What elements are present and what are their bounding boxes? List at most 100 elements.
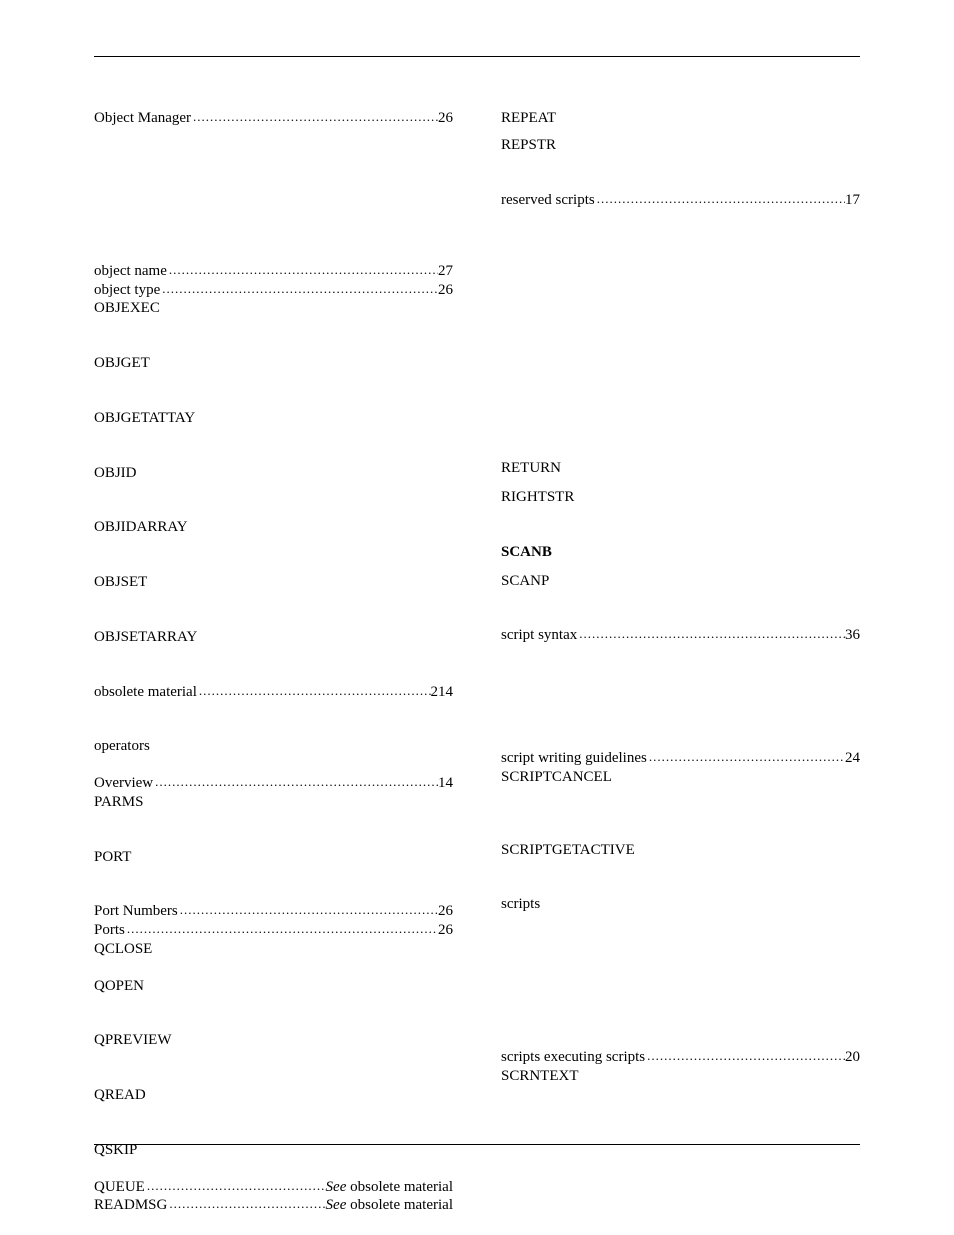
entry-label: object name <box>94 262 167 281</box>
entry-label: SCRIPTGETACTIVE <box>501 841 635 860</box>
index-entry: Overview 14 <box>94 774 453 793</box>
index-entry: OBJGETATTAY <box>94 409 453 428</box>
index-entry: READMSG See obsolete material <box>94 1196 453 1215</box>
index-entry: SCRIPTGETACTIVE <box>501 841 860 860</box>
right-column: REPEAT REPSTR reserved scripts 17 RETURN… <box>501 109 860 1215</box>
index-entry: Port Numbers 26 <box>94 902 453 921</box>
entry-label: script syntax <box>501 626 577 645</box>
entry-label: QOPEN <box>94 977 144 996</box>
index-entry: QCLOSE <box>94 940 453 959</box>
leader-dots <box>197 683 431 699</box>
entry-label: SCANP <box>501 572 549 591</box>
index-entry: SCRIPTCANCEL <box>501 768 860 787</box>
index-entry: SCANB <box>501 543 860 562</box>
entry-label: SCRIPTCANCEL <box>501 768 612 787</box>
entry-page: 17 <box>845 191 860 210</box>
leader-dots <box>153 774 438 790</box>
index-entry: QPREVIEW <box>94 1031 453 1050</box>
index-entry: OBJSET <box>94 573 453 592</box>
entry-label: QCLOSE <box>94 940 152 959</box>
index-entry: Object Manager 26 <box>94 109 453 128</box>
index-entry: scripts <box>501 895 860 914</box>
entry-label: OBJGET <box>94 354 150 373</box>
entry-label: Overview <box>94 774 153 793</box>
entry-label: SCRNTEXT <box>501 1067 579 1086</box>
entry-page: 27 <box>438 262 453 281</box>
index-entry: REPEAT <box>501 109 860 128</box>
leader-dots <box>647 749 845 765</box>
entry-label: obsolete material <box>94 683 197 702</box>
index-entry: QUEUE See obsolete material <box>94 1178 453 1197</box>
entry-label: PARMS <box>94 793 143 812</box>
entry-label: Object Manager <box>94 109 191 128</box>
index-page: Object Manager 26 object name 27 object … <box>0 0 954 1235</box>
index-entry: QREAD <box>94 1086 453 1105</box>
leader-dots <box>645 1048 845 1064</box>
entry-label: reserved scripts <box>501 191 595 210</box>
left-column: Object Manager 26 object name 27 object … <box>94 109 453 1215</box>
entry-label: RETURN <box>501 459 561 478</box>
index-entry: REPSTR <box>501 136 860 155</box>
entry-label: RIGHTSTR <box>501 488 574 507</box>
entry-xref: See obsolete material <box>326 1196 453 1215</box>
entry-page: 26 <box>438 921 453 940</box>
leader-dots <box>125 921 438 937</box>
leader-dots <box>191 109 438 125</box>
index-entry: obsolete material 214 <box>94 683 453 702</box>
leader-dots <box>160 281 438 297</box>
index-entry: script syntax 36 <box>501 626 860 645</box>
index-entry: script writing guidelines 24 <box>501 749 860 768</box>
index-entry: operators <box>94 737 453 756</box>
index-entry: reserved scripts 17 <box>501 191 860 210</box>
leader-dots <box>167 1196 325 1212</box>
index-entry: OBJIDARRAY <box>94 518 453 537</box>
leader-dots <box>167 262 438 278</box>
leader-dots <box>178 902 438 918</box>
entry-xref: See obsolete material <box>326 1178 453 1197</box>
entry-label: SCANB <box>501 543 552 562</box>
index-entry: object type 26 <box>94 281 453 300</box>
entry-label: script writing guidelines <box>501 749 647 768</box>
entry-label: Ports <box>94 921 125 940</box>
entry-label: OBJEXEC <box>94 299 160 318</box>
entry-label: QUEUE <box>94 1178 145 1197</box>
entry-label: PORT <box>94 848 131 867</box>
entry-label: Port Numbers <box>94 902 178 921</box>
entry-label: object type <box>94 281 160 300</box>
index-entry: RIGHTSTR <box>501 488 860 507</box>
entry-label: READMSG <box>94 1196 167 1215</box>
entry-page: 26 <box>438 109 453 128</box>
index-entry: OBJSETARRAY <box>94 628 453 647</box>
entry-label: scripts <box>501 895 540 914</box>
entry-page: 24 <box>845 749 860 768</box>
index-entry: SCANP <box>501 572 860 591</box>
columns: Object Manager 26 object name 27 object … <box>94 109 860 1215</box>
index-entry: OBJID <box>94 464 453 483</box>
leader-dots <box>577 626 845 642</box>
leader-dots <box>595 191 845 207</box>
index-entry: OBJGET <box>94 354 453 373</box>
entry-label: QPREVIEW <box>94 1031 172 1050</box>
entry-label: REPSTR <box>501 136 556 155</box>
index-entry: scripts executing scripts 20 <box>501 1048 860 1067</box>
index-entry: RETURN <box>501 459 860 478</box>
entry-label: operators <box>94 737 150 756</box>
index-entry: QOPEN <box>94 977 453 996</box>
index-entry: Ports 26 <box>94 921 453 940</box>
entry-page: 14 <box>438 774 453 793</box>
bottom-rule <box>94 1144 860 1145</box>
entry-label: OBJID <box>94 464 137 483</box>
entry-label: OBJSETARRAY <box>94 628 197 647</box>
entry-page: 26 <box>438 902 453 921</box>
entry-page: 36 <box>845 626 860 645</box>
index-entry: object name 27 <box>94 262 453 281</box>
entry-label: scripts executing scripts <box>501 1048 645 1067</box>
index-entry: SCRNTEXT <box>501 1067 860 1086</box>
index-entry: PORT <box>94 848 453 867</box>
leader-dots <box>145 1178 326 1194</box>
entry-page: 26 <box>438 281 453 300</box>
entry-label: OBJIDARRAY <box>94 518 188 537</box>
entry-label: OBJSET <box>94 573 147 592</box>
entry-label: REPEAT <box>501 109 556 128</box>
index-entry: PARMS <box>94 793 453 812</box>
